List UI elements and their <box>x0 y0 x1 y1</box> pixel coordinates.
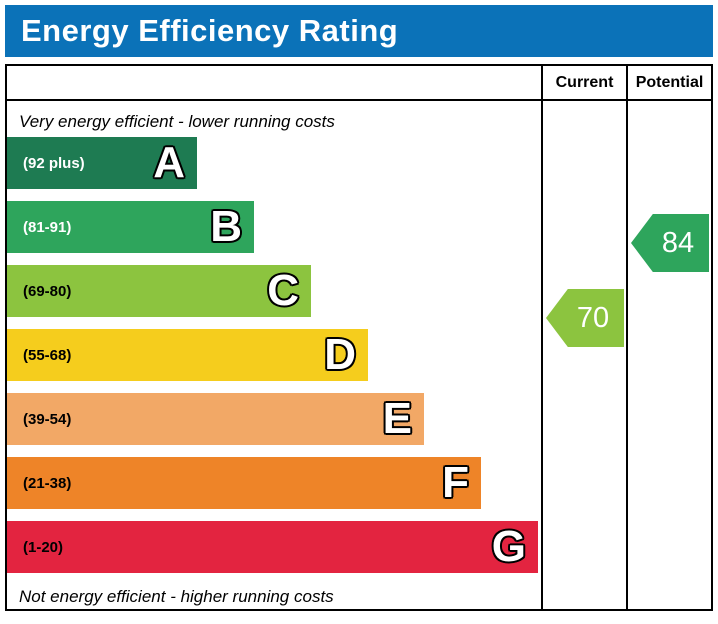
title-bar: Energy Efficiency Rating <box>5 5 713 57</box>
band-e: (39-54) E <box>7 393 424 445</box>
potential-value: 84 <box>661 226 695 259</box>
band-f-range: (21-38) <box>23 474 72 492</box>
column-header-potential: Potential <box>626 66 711 99</box>
bands-column: Very energy efficient - lower running co… <box>7 101 541 609</box>
column-header-current: Current <box>541 66 626 99</box>
table-header-row: Current Potential <box>7 66 711 101</box>
band-g: (1-20) G <box>7 521 538 573</box>
band-e-range: (39-54) <box>23 410 72 428</box>
band-a: (92 plus) A <box>7 137 197 189</box>
band-c-range: (69-80) <box>23 282 72 300</box>
band-b: (81-91) B <box>7 201 254 253</box>
band-d: (55-68) D <box>7 329 368 381</box>
header-spacer <box>7 66 541 99</box>
bottom-note: Not energy efficient - higher running co… <box>19 587 334 606</box>
band-f: (21-38) F <box>7 457 481 509</box>
band-b-letter: B <box>210 202 242 251</box>
band-d-range: (55-68) <box>23 346 72 364</box>
band-a-letter: A <box>153 138 185 187</box>
band-e-letter: E <box>382 394 412 443</box>
page-title: Energy Efficiency Rating <box>21 13 399 48</box>
table-body: Very energy efficient - lower running co… <box>7 101 711 609</box>
band-c: (69-80) C <box>7 265 311 317</box>
bands-list: (92 plus) A (81-91) B (69-80) C (55-68) … <box>7 137 541 573</box>
band-b-range: (81-91) <box>23 218 72 236</box>
epc-rating-page: Energy Efficiency Rating Current Potenti… <box>5 5 713 614</box>
current-value: 70 <box>576 301 610 334</box>
current-indicator: 70 <box>546 289 624 347</box>
top-note: Very energy efficient - lower running co… <box>19 112 335 131</box>
rating-table: Current Potential Very energy efficient … <box>5 64 713 611</box>
potential-column: 84 <box>626 101 711 609</box>
potential-indicator: 84 <box>631 214 709 272</box>
band-d-letter: D <box>324 330 356 379</box>
band-f-letter: F <box>442 458 469 507</box>
band-c-letter: C <box>267 266 299 315</box>
band-a-range: (92 plus) <box>23 154 85 172</box>
band-g-range: (1-20) <box>23 538 64 556</box>
current-column: 70 <box>541 101 626 609</box>
band-g-letter: G <box>491 522 526 571</box>
